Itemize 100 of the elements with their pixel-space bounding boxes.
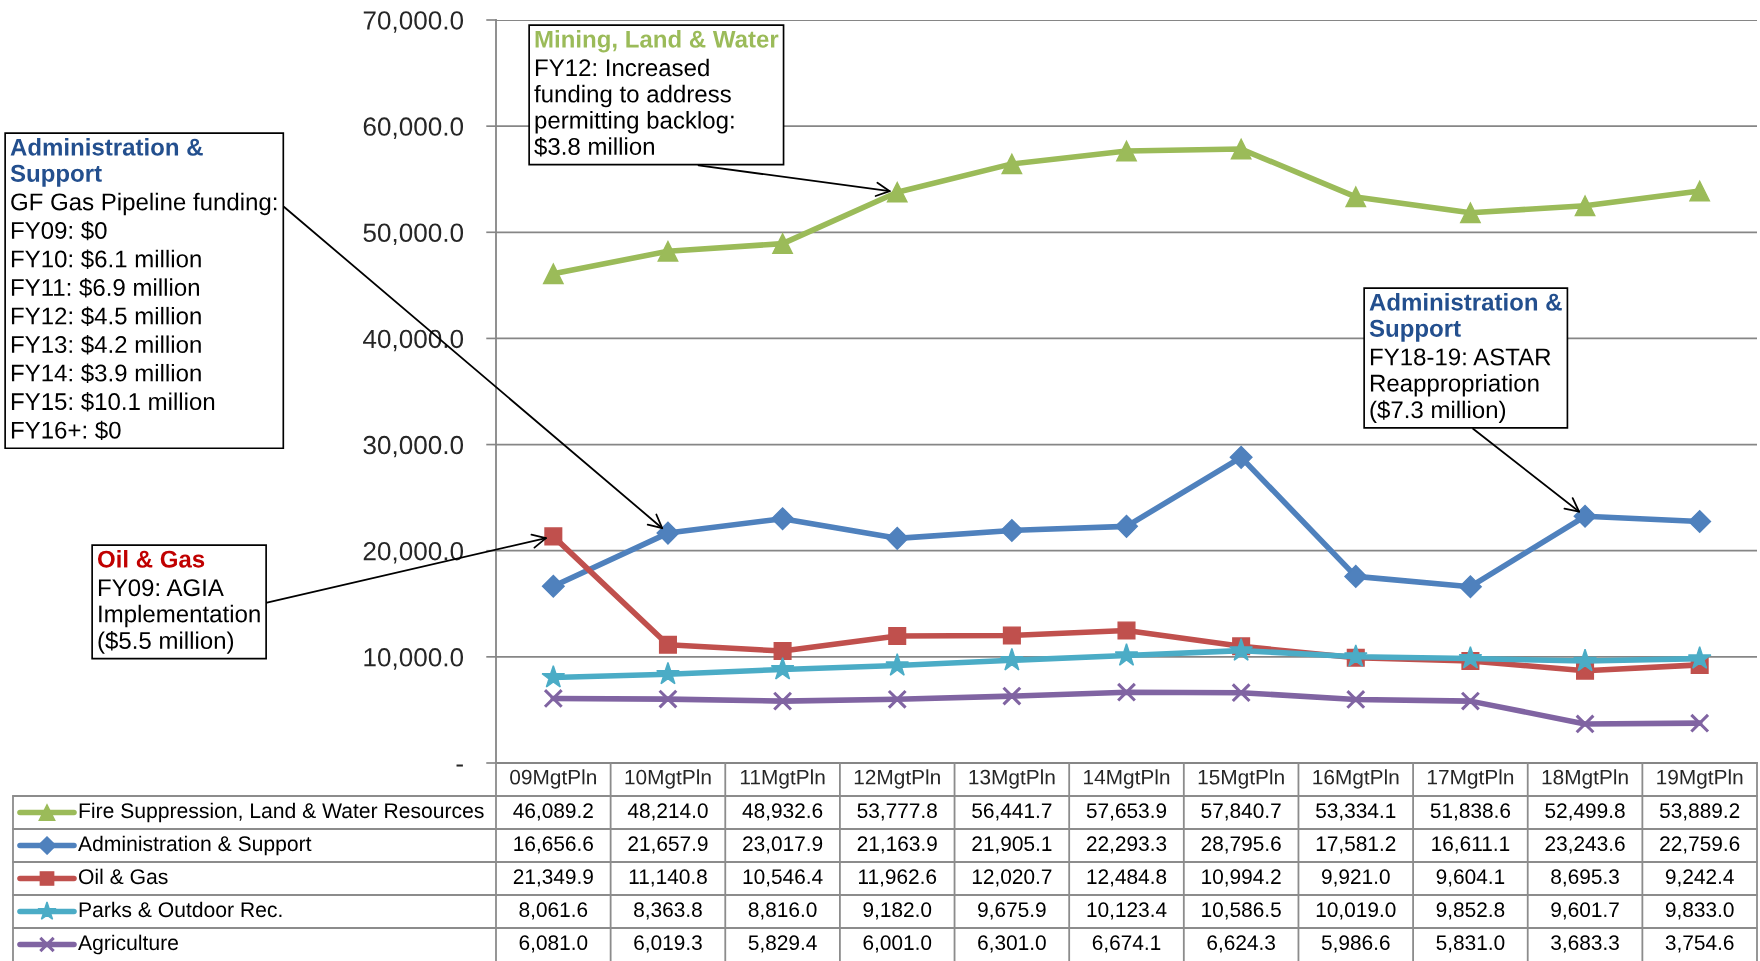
legend-label: Fire Suppression, Land & Water Resources — [79, 802, 484, 823]
data-label: 6,674.1 — [1092, 935, 1161, 953]
data-label: 9,852.8 — [1436, 902, 1505, 920]
point — [886, 181, 908, 203]
point — [657, 240, 679, 262]
point — [656, 521, 680, 545]
text: Oil & Gas — [97, 550, 205, 568]
point — [1345, 689, 1366, 710]
data-label: 12,484.8 — [1087, 869, 1167, 887]
y-tick-label: 70,000.0 — [363, 11, 464, 33]
x-tick-label: 10MgtPln — [625, 769, 711, 789]
text: Administration & Support — [10, 138, 203, 187]
annotation: FY18-19: ASTAR Reappropriation ($7.3 million) — [1370, 348, 1551, 424]
point — [1689, 713, 1710, 734]
data-label: 53,777.8 — [857, 803, 937, 821]
x-tick-label: 19MgtPln — [1657, 769, 1743, 789]
point — [1230, 138, 1252, 160]
point — [542, 263, 564, 285]
x-tick-label: 17MgtPln — [1427, 769, 1514, 789]
x-tick-label: 18MgtPln — [1542, 769, 1628, 789]
data-label: 46,089.2 — [513, 803, 593, 821]
data-label: 8,363.8 — [634, 902, 702, 920]
point — [1229, 638, 1254, 661]
y-tick-label: 50,000.0 — [363, 223, 464, 246]
x-tick-label: 13MgtPln — [969, 769, 1055, 789]
data-label: 57,653.9 — [1086, 803, 1167, 821]
data-label: 56,441.7 — [972, 803, 1052, 821]
point — [1573, 648, 1597, 672]
text: FY15: $10.1 million — [11, 392, 215, 412]
data-label: 48,932.6 — [742, 803, 823, 821]
x-tick-label: 12MgtPln — [854, 769, 940, 789]
point — [771, 507, 795, 531]
text: FY13: $4.2 million — [11, 335, 201, 355]
point — [1345, 186, 1367, 208]
data-label: 9,833.0 — [1665, 902, 1734, 920]
data-label: 10,019.0 — [1316, 902, 1396, 920]
data-label: 8,816.0 — [748, 902, 817, 920]
data-label: 52,499.8 — [1545, 803, 1625, 821]
y-tick-label: 10,000.0 — [364, 648, 464, 670]
point — [541, 574, 565, 598]
data-label: 22,759.6 — [1660, 836, 1740, 854]
data-label: 10,586.5 — [1202, 902, 1281, 920]
data-label: 6,001.0 — [863, 935, 932, 953]
data-label: 23,017.9 — [743, 836, 823, 854]
y-tick-label: 20,000.0 — [363, 541, 464, 564]
y-tick-label: 30,000.0 — [363, 435, 464, 458]
point — [1229, 445, 1253, 469]
point — [1573, 504, 1597, 528]
data-label: 9,242.4 — [1665, 869, 1734, 887]
point — [1344, 564, 1368, 588]
data-label: 9,601.7 — [1551, 902, 1619, 920]
data-label: 10,994.2 — [1202, 869, 1281, 887]
annotation: FY09: AGIA Implementation ($5.5 million) — [98, 579, 260, 654]
point — [1458, 645, 1483, 669]
data-label: 9,675.9 — [978, 902, 1046, 920]
data-label: 8,061.6 — [519, 902, 588, 920]
point — [772, 691, 793, 711]
data-label: 12,020.7 — [972, 869, 1052, 887]
point — [1688, 509, 1712, 533]
x-tick-label: 09MgtPln — [510, 769, 596, 789]
point — [658, 689, 678, 709]
annotation: Administration & Support — [1369, 293, 1562, 342]
data-label: 53,334.1 — [1316, 803, 1396, 821]
data-label: 11,140.8 — [629, 869, 707, 887]
data-label: 48,214.0 — [627, 803, 708, 821]
point — [1458, 575, 1482, 599]
data-label: 6,301.0 — [978, 935, 1046, 953]
point — [1689, 180, 1711, 202]
data-label: 8,695.3 — [1551, 869, 1619, 887]
point — [1002, 686, 1022, 706]
text: FY09: $0 — [11, 220, 107, 241]
point — [543, 688, 564, 709]
point — [1000, 518, 1024, 542]
data-label: 3,754.6 — [1665, 935, 1734, 953]
data-label: 6,019.3 — [634, 935, 702, 953]
point — [885, 653, 910, 676]
data-label: 23,243.6 — [1545, 836, 1625, 854]
legend-label: Agriculture — [78, 934, 178, 955]
point — [1001, 153, 1023, 175]
point — [541, 664, 566, 688]
point — [885, 526, 909, 550]
point — [887, 689, 908, 710]
data-label: 28,795.6 — [1201, 836, 1281, 854]
data-label: 57,840.7 — [1201, 803, 1281, 821]
text: FY12: $4.5 million — [11, 306, 201, 326]
point — [1116, 140, 1137, 162]
y-tick-label: 60,000.0 — [363, 117, 464, 139]
point — [1231, 682, 1251, 703]
x-tick-label: 14MgtPln — [1084, 769, 1170, 789]
data-label: 9,182.0 — [863, 902, 932, 920]
point — [1575, 714, 1595, 734]
point — [1574, 195, 1596, 217]
annotation: FY12: Increased funding to address permitting backlog: $3.8 million — [534, 58, 734, 157]
point — [544, 527, 563, 546]
point — [1117, 621, 1136, 640]
point — [656, 661, 680, 685]
text: FY10: $6.1 million — [11, 249, 201, 269]
text: FY11: $6.9 million — [11, 277, 199, 298]
y-tick-label: - — [456, 764, 463, 767]
annotation: Mining, Land & Water — [535, 30, 779, 53]
